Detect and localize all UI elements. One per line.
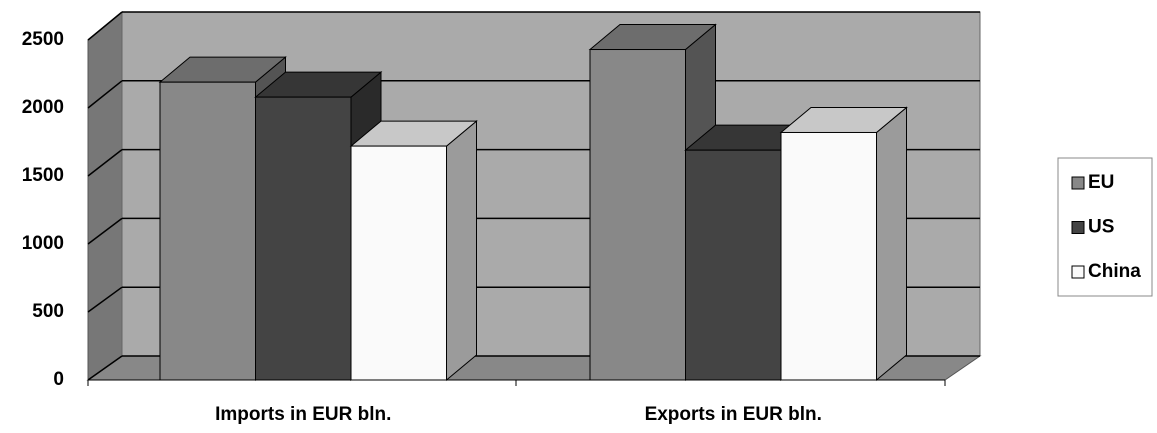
y-tick-label: 1500 bbox=[22, 165, 64, 186]
legend-label: EU bbox=[1088, 172, 1114, 193]
bar bbox=[780, 131, 877, 381]
grid-line bbox=[87, 355, 123, 381]
legend-swatch bbox=[1071, 265, 1085, 279]
x-tick-label: Imports in EUR bln. bbox=[215, 404, 391, 425]
y-tick-label: 2500 bbox=[22, 29, 64, 50]
y-tick-label: 2000 bbox=[22, 97, 64, 118]
grid-line bbox=[87, 80, 123, 109]
bar-side bbox=[876, 106, 907, 382]
grid-line bbox=[87, 149, 123, 177]
grid-line bbox=[87, 11, 123, 41]
y-tick-label: 1000 bbox=[22, 233, 64, 254]
bar bbox=[589, 49, 686, 381]
legend-swatch bbox=[1071, 221, 1085, 234]
y-tick-label: 500 bbox=[32, 301, 64, 322]
y-tick-label: 0 bbox=[53, 369, 64, 390]
grid-line bbox=[87, 217, 123, 245]
legend-swatch bbox=[1071, 176, 1085, 190]
side-wall bbox=[87, 10, 123, 381]
legend-label: China bbox=[1088, 261, 1141, 282]
x-tick-label: Exports in EUR bln. bbox=[645, 404, 822, 425]
bar-side bbox=[446, 120, 477, 382]
grid-line bbox=[87, 286, 123, 313]
bar bbox=[685, 149, 782, 381]
bar bbox=[159, 81, 256, 381]
legend-label: US bbox=[1088, 217, 1114, 238]
bar bbox=[255, 96, 352, 381]
bar bbox=[350, 145, 447, 381]
